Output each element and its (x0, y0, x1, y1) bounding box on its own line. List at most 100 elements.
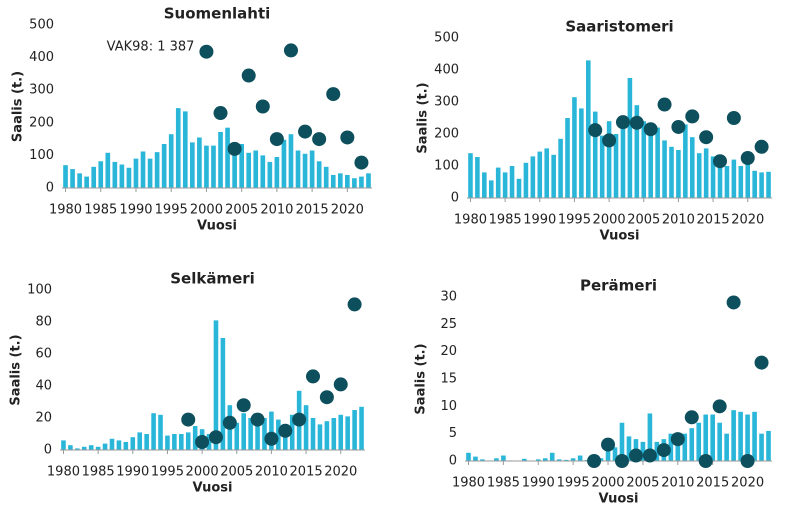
bar (620, 119, 626, 198)
bar (605, 450, 611, 461)
bar (577, 455, 583, 461)
bar (745, 162, 751, 198)
bar (641, 121, 647, 198)
bar (482, 172, 487, 198)
y-tick-label: 0 (46, 181, 54, 196)
bar (175, 108, 181, 188)
y-tick-label: 100 (434, 159, 459, 174)
dot (199, 44, 214, 59)
bar (168, 134, 174, 188)
bar (133, 158, 139, 188)
bar (109, 438, 115, 450)
bar (337, 173, 343, 188)
y-tick-label: 20 (440, 344, 457, 359)
bar (269, 411, 274, 450)
bar (211, 145, 216, 188)
y-tick-label: 25 (440, 317, 457, 332)
bar (696, 153, 702, 198)
bar (68, 445, 73, 450)
dot (656, 443, 671, 458)
bar (303, 405, 309, 450)
bar (488, 180, 494, 198)
y-tick-label: 100 (27, 283, 52, 298)
x-tick-label: 2015 (697, 213, 730, 228)
bar (592, 111, 598, 198)
y-axis-label: Saalis (t.) (416, 82, 431, 153)
bar (151, 413, 156, 450)
bar (662, 140, 667, 198)
x-tick-label: 2010 (255, 465, 288, 480)
y-tick-label: 20 (35, 411, 52, 426)
bar (759, 433, 764, 461)
y-tick-label: 300 (434, 95, 459, 110)
bar (102, 443, 108, 450)
bar (204, 145, 209, 188)
dot (269, 132, 284, 147)
bar (366, 173, 371, 188)
bar (683, 124, 688, 198)
dot (306, 369, 321, 384)
bar (475, 157, 480, 198)
bar (676, 150, 681, 198)
y-tick-label: 100 (29, 148, 54, 163)
bar (516, 178, 522, 198)
dot (602, 133, 617, 148)
bar (466, 452, 471, 461)
bar (316, 161, 322, 188)
bar (282, 426, 288, 450)
dot (326, 87, 341, 102)
y-tick-label: 200 (434, 127, 459, 142)
x-tick-label: 1985 (82, 465, 115, 480)
dot (685, 109, 700, 124)
bar (267, 161, 273, 188)
bar (330, 174, 336, 188)
bar (179, 434, 184, 450)
bar (239, 143, 244, 188)
bar (669, 146, 674, 198)
x-tick-label: 1990 (119, 203, 152, 218)
bar (63, 165, 68, 188)
x-tick-label: 1995 (558, 213, 591, 228)
bar (606, 121, 612, 198)
x-tick-label: 2020 (731, 213, 764, 228)
x-tick-label: 1990 (523, 213, 556, 228)
bar (255, 426, 260, 450)
bar (682, 433, 688, 461)
y-tick-label: 40 (35, 379, 52, 394)
bar (281, 139, 287, 188)
bar (598, 458, 604, 461)
dot (236, 398, 251, 413)
x-tick-label: 1990 (522, 476, 555, 491)
dot (587, 454, 602, 468)
x-tick-label: 1985 (489, 213, 522, 228)
bar (535, 459, 541, 461)
bar (745, 414, 750, 461)
dot (699, 130, 714, 145)
dot (283, 43, 298, 58)
dot (264, 431, 279, 446)
dot (657, 97, 672, 112)
bar (324, 421, 330, 450)
dot (340, 130, 355, 145)
bar (640, 441, 646, 461)
dot (726, 111, 741, 125)
bar (234, 422, 240, 450)
bar (88, 445, 94, 450)
bar (572, 97, 577, 198)
bar (61, 440, 66, 450)
bar (522, 458, 527, 461)
dot (601, 437, 616, 452)
bar (619, 422, 625, 461)
bar (165, 435, 170, 450)
bar (689, 428, 695, 461)
dot (643, 122, 658, 137)
bar (137, 432, 143, 450)
bar (225, 127, 230, 188)
y-tick-label: 80 (35, 315, 52, 330)
bar (766, 171, 771, 198)
y-tick-label: 15 (440, 372, 457, 387)
x-tick-label: 1980 (452, 476, 485, 491)
bar (549, 452, 555, 461)
dot (213, 106, 228, 121)
